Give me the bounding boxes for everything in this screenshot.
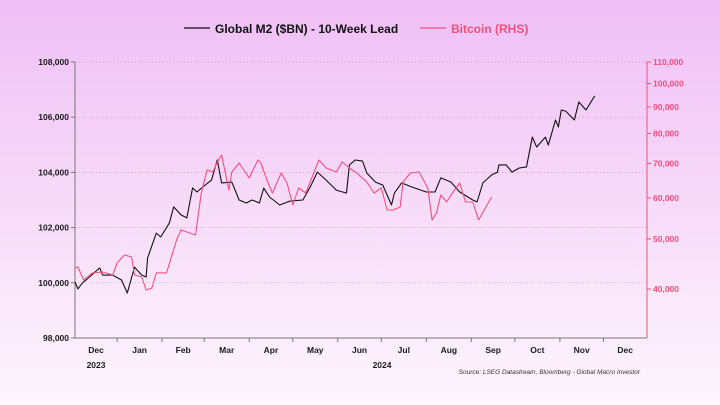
x-axis-month-label: Jul xyxy=(398,345,410,355)
left-axis-tick-label: 98,000 xyxy=(43,333,69,343)
right-axis-tick-label: 90,000 xyxy=(653,102,679,112)
x-axis-month-label: Dec xyxy=(617,345,633,355)
axes: 98,000 100,000 102,000 104,000 106,000 108,00… xyxy=(38,57,684,370)
right-axis-tick-label: 100,000 xyxy=(653,78,684,88)
m2-line xyxy=(74,95,596,294)
bitcoin-line xyxy=(74,154,493,291)
x-axis-month-label: Oct xyxy=(530,345,544,355)
x-axis-month-label: Aug xyxy=(441,345,458,355)
left-axis-tick-label: 100,000 xyxy=(38,278,69,288)
right-axis-tick-label: 60,000 xyxy=(653,193,679,203)
x-axis-year-label: 2024 xyxy=(373,360,392,370)
left-axis-tick-label: 108,000 xyxy=(38,57,69,67)
legend: Global M2 ($BN) - 10-Week Lead Bitcoin (… xyxy=(184,22,528,36)
right-axis-tick-label: 110,000 xyxy=(653,57,684,67)
legend-label-bitcoin: Bitcoin (RHS) xyxy=(451,22,528,36)
gridlines xyxy=(75,61,647,284)
right-axis-tick-label: 70,000 xyxy=(653,158,679,168)
x-axis-month-label: Nov xyxy=(574,345,590,355)
x-axis-month-label: May xyxy=(307,345,324,355)
legend-label-m2: Global M2 ($BN) - 10-Week Lead xyxy=(215,22,398,36)
series-m2 xyxy=(74,95,596,294)
right-axis-tick-label: 80,000 xyxy=(653,128,679,138)
source-note: Source: LSEG Datastream, Bloomberg - Glo… xyxy=(459,369,641,376)
right-axis-tick-label: 40,000 xyxy=(653,284,679,294)
left-axis-tick-label: 102,000 xyxy=(38,223,69,233)
x-axis-month-label: Apr xyxy=(264,345,279,355)
left-axis-tick-label: 106,000 xyxy=(38,112,69,122)
x-axis-month-label: Jun xyxy=(352,345,367,355)
x-axis-year-label: 2023 xyxy=(87,360,106,370)
x-axis-month-label: Jan xyxy=(132,345,147,355)
x-axis-month-label: Dec xyxy=(88,345,104,355)
x-axis-month-label: Sep xyxy=(485,345,501,355)
left-axis-tick-label: 104,000 xyxy=(38,167,69,177)
x-axis-month-label: Feb xyxy=(176,345,191,355)
x-axis-month-label: Mar xyxy=(219,345,235,355)
series-bitcoin xyxy=(74,154,493,291)
right-axis-tick-label: 50,000 xyxy=(653,234,679,244)
series-lines xyxy=(74,95,596,294)
